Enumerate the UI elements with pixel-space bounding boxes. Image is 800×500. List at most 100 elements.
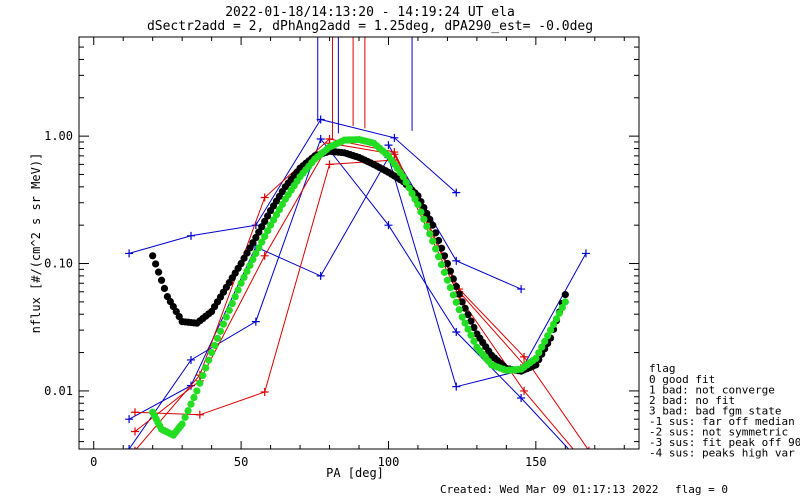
- data-point-plus: [588, 446, 590, 449]
- data-point-dot: [561, 298, 569, 306]
- data-point-plus: [517, 393, 526, 402]
- curve-dot: [402, 178, 410, 186]
- legend-entry: -2 sus: not symmetric: [649, 426, 788, 439]
- data-point-plus: [251, 317, 260, 326]
- data-point-dot: [532, 354, 540, 362]
- data-point-plus: [125, 445, 134, 449]
- curve-dot: [541, 337, 549, 346]
- y-tick-label: 0.01: [44, 384, 73, 398]
- curve-dot: [423, 222, 431, 231]
- curve-dot: [205, 356, 213, 364]
- curve-dot: [216, 327, 225, 335]
- data-point-plus: [325, 160, 334, 169]
- legend-entry: -3 sus: fit peak off 90: [649, 436, 800, 449]
- curve-dot: [434, 253, 443, 261]
- data-point-dot: [458, 298, 466, 306]
- curve-dot: [426, 215, 434, 223]
- series-line: [134, 142, 525, 432]
- chart-title-line2: dSectr2add = 2, dPhAng2add = 1.25deg, dP…: [147, 19, 593, 34]
- curve-dot: [470, 323, 478, 332]
- data-point-plus: [316, 115, 325, 124]
- curve-dot: [225, 306, 233, 314]
- red-series: [134, 134, 590, 449]
- curve-dot: [461, 319, 469, 327]
- data-point-plus: [452, 382, 461, 391]
- curve-dot: [440, 268, 449, 276]
- curve-dot: [437, 260, 446, 269]
- data-point-plus: [384, 141, 393, 150]
- data-point-plus: [187, 355, 195, 364]
- data-point-plus: [195, 410, 204, 419]
- data-point-dot: [237, 279, 245, 287]
- x-tick-label: 100: [378, 455, 400, 469]
- legend-entry: 0 good fit: [649, 373, 715, 386]
- data-point-dot: [443, 259, 452, 268]
- curve-dot: [246, 261, 254, 269]
- curve-dot: [538, 343, 546, 351]
- curve-dot: [426, 230, 434, 238]
- x-tick-label: 0: [90, 455, 97, 469]
- data-point-plus: [316, 134, 325, 143]
- curve-dot: [249, 255, 257, 264]
- curve-dot: [434, 236, 443, 245]
- series-line: [128, 156, 587, 420]
- legend-entry: -4 sus: peaks high var: [649, 447, 795, 460]
- curve-dot: [535, 349, 543, 357]
- data-point-dot: [399, 173, 407, 181]
- legend-entry: 2 bad: no fit: [649, 394, 735, 407]
- data-layer: [125, 37, 590, 449]
- data-point-dot: [546, 326, 555, 334]
- data-point-dot: [193, 387, 201, 395]
- y-tick-label: 1.00: [44, 129, 73, 143]
- curve-dot: [455, 290, 463, 298]
- series-line: [135, 138, 589, 449]
- footer-flag: flag = 0: [675, 483, 728, 496]
- curve-dot: [210, 341, 219, 350]
- curve-dot: [420, 215, 428, 223]
- data-point-plus: [131, 408, 139, 417]
- curve-dot: [544, 332, 552, 340]
- legend-entries: 0 good fit 1 bad: not converge 2 bad: no…: [649, 373, 800, 460]
- curve-dot: [243, 267, 251, 275]
- curve-dot: [464, 311, 472, 319]
- data-point-plus: [390, 133, 399, 142]
- data-point-plus: [384, 221, 393, 230]
- data-point-dot: [208, 348, 216, 357]
- curve-dot: [184, 407, 192, 415]
- blue-series: [384, 141, 526, 294]
- flag-legend: flag 0 good fit 1 bad: not converge 2 ba…: [649, 362, 800, 460]
- data-point-plus: [517, 285, 526, 294]
- curve-dot: [240, 273, 248, 281]
- data-point-plus: [452, 256, 461, 265]
- curve-dot: [264, 227, 272, 235]
- data-point-plus: [134, 446, 136, 449]
- y-tick-label: 0.10: [44, 257, 73, 271]
- data-point-plus: [520, 352, 529, 361]
- legend-entry: -1 sus: far off median: [649, 415, 795, 428]
- axes-layer: 0 50 100 150 0.01 0.10 1.00: [44, 37, 639, 469]
- curve-dot: [152, 260, 160, 268]
- curve-dot: [213, 334, 222, 342]
- blue-series: [125, 134, 570, 449]
- curve-dot: [446, 283, 454, 292]
- series-line: [128, 118, 457, 254]
- legend-title: flag: [649, 362, 676, 375]
- data-point-dot: [178, 420, 186, 428]
- curve-dot: [455, 306, 463, 314]
- data-point-dot: [443, 276, 452, 284]
- curve-dot: [432, 229, 440, 237]
- data-point-plus: [452, 188, 461, 197]
- curve-dot: [255, 244, 263, 252]
- plot-frame: [78, 36, 640, 450]
- curve-dot: [467, 317, 475, 325]
- curve-dot: [160, 284, 169, 293]
- chart-title-line1: 2022-01-18/14:13:20 - 14:19:24 UT ela: [225, 5, 515, 20]
- created-timestamp: Created: Wed Mar 09 01:17:13 2022: [440, 483, 659, 496]
- curve-dot: [452, 282, 460, 291]
- legend-entry: 1 bad: not converge: [649, 384, 775, 397]
- curve-dot: [405, 184, 413, 192]
- curve-dot: [199, 371, 207, 380]
- data-point-dot: [149, 252, 157, 260]
- curve-dot: [219, 320, 228, 328]
